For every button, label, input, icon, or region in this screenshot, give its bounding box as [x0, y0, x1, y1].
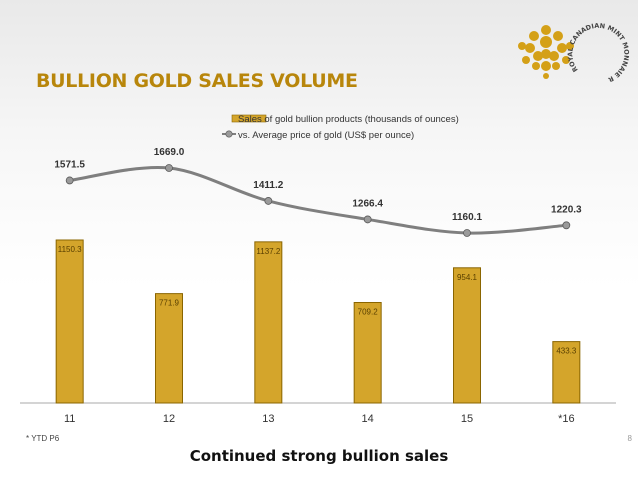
bar-value-label: 1137.2: [256, 247, 280, 256]
royal-canadian-mint-logo: ROYAL CANADIAN MINT MONNAIE ROYALE CANAD…: [500, 8, 630, 84]
price-point-15: [463, 229, 471, 237]
price-point-13: [264, 197, 273, 205]
price-point-14: [363, 215, 372, 224]
bar-15: [453, 267, 481, 404]
page-number: 8: [627, 434, 632, 443]
slide-title: BULLION GOLD SALES VOLUME: [36, 70, 358, 92]
price-series-line: [69, 165, 567, 235]
legend-bar-swatch: [231, 114, 267, 123]
bar-*16: [552, 341, 581, 404]
bar-value-label: 709.2: [358, 308, 379, 317]
price-value-label: 1669.0: [154, 147, 185, 158]
x-tick-label: 14: [362, 413, 374, 425]
legend-line-label: vs. Average price of gold (US$ per ounce…: [238, 130, 414, 141]
bar-11: [55, 239, 84, 404]
maple-leaf-icon: [518, 25, 574, 79]
x-tick-label: 12: [163, 413, 175, 425]
bar-12: [155, 293, 183, 404]
price-point-11: [65, 176, 74, 185]
slide-caption: Continued strong bullion sales: [189, 447, 449, 465]
price-point-*16: [562, 221, 571, 230]
x-tick-label: 13: [262, 413, 274, 425]
price-point-12: [165, 164, 173, 172]
bar-value-label: 954.1: [457, 273, 478, 282]
bar-value-label: 433.3: [556, 347, 577, 356]
price-value-label: 1220.3: [551, 204, 582, 215]
footnote: * YTD P6: [26, 434, 60, 443]
bar-14: [353, 302, 382, 404]
x-tick-label: 11: [64, 413, 75, 425]
price-value-label: 1160.1: [452, 212, 482, 223]
bar-13: [254, 241, 283, 404]
legend-bar-label: Sales of gold bullion products (thousand…: [238, 114, 459, 125]
x-tick-label: 15: [461, 413, 473, 425]
legend-line-marker: [225, 130, 233, 138]
price-value-label: 1266.4: [352, 198, 383, 209]
bar-value-label: 771.9: [159, 299, 180, 308]
x-tick-label: *16: [558, 413, 575, 425]
price-value-label: 1411.2: [253, 180, 283, 191]
chart-legend: Sales of gold bullion products (thousand…: [222, 114, 459, 141]
price-value-label: 1571.5: [54, 159, 85, 170]
bar-value-label: 1150.3: [58, 245, 82, 254]
